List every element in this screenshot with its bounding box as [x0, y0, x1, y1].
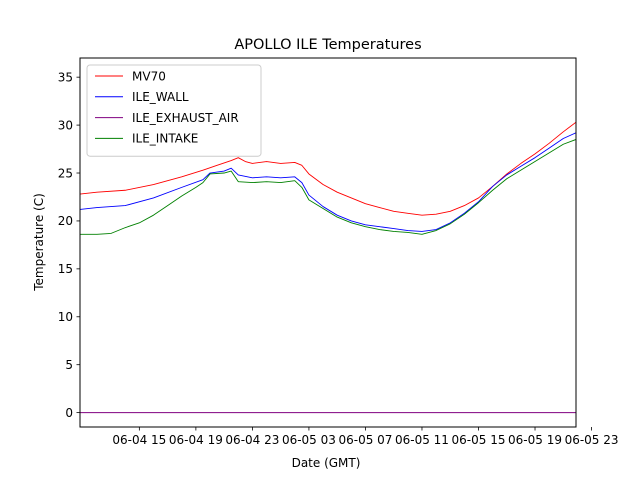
x-axis-label: Date (GMT) — [292, 456, 361, 470]
x-tick-label: 06-05 19 — [508, 433, 562, 447]
legend-box — [86, 64, 262, 157]
x-tick-label: 06-04 23 — [225, 433, 279, 447]
x-tick-label: 06-05 23 — [565, 433, 619, 447]
legend-label: MV70 — [132, 69, 166, 83]
legend-label: ILE_WALL — [132, 90, 189, 104]
plot-area — [80, 121, 576, 414]
y-tick-label: 5 — [65, 358, 73, 372]
plot-frame — [79, 57, 577, 428]
x-tick-label: 06-04 19 — [169, 433, 223, 447]
x-tick-label: 06-05 11 — [395, 433, 449, 447]
y-axis-label: Temperature (C) — [32, 193, 46, 292]
y-tick-label: 0 — [65, 406, 73, 420]
x-tick-label: 06-04 15 — [112, 433, 166, 447]
x-tick-label: 06-05 15 — [452, 433, 506, 447]
y-tick-label: 35 — [58, 70, 73, 84]
y-tick-label: 25 — [58, 166, 73, 180]
x-tick-label: 06-05 03 — [282, 433, 336, 447]
x-tick-label: 06-05 07 — [338, 433, 392, 447]
y-tick-label: 30 — [58, 118, 73, 132]
chart-title: APOLLO ILE Temperatures — [234, 37, 421, 53]
legend-label: ILE_INTAKE — [132, 132, 198, 146]
y-tick-label: 15 — [58, 262, 73, 276]
series-line-ile-intake — [80, 139, 576, 235]
axis-ticks: 06-04 15 06-04 19 06-04 23 06-05 03 06-05 07… — [58, 70, 619, 447]
y-tick-label: 10 — [58, 310, 73, 324]
legend-label: ILE_EXHAUST_AIR — [132, 111, 239, 125]
legend: MV70 ILE_WALL ILE_EXHAUST_AIR ILE_INTAKE — [86, 64, 262, 157]
series-line-ile-wall — [80, 132, 576, 232]
y-tick-label: 20 — [58, 214, 73, 228]
